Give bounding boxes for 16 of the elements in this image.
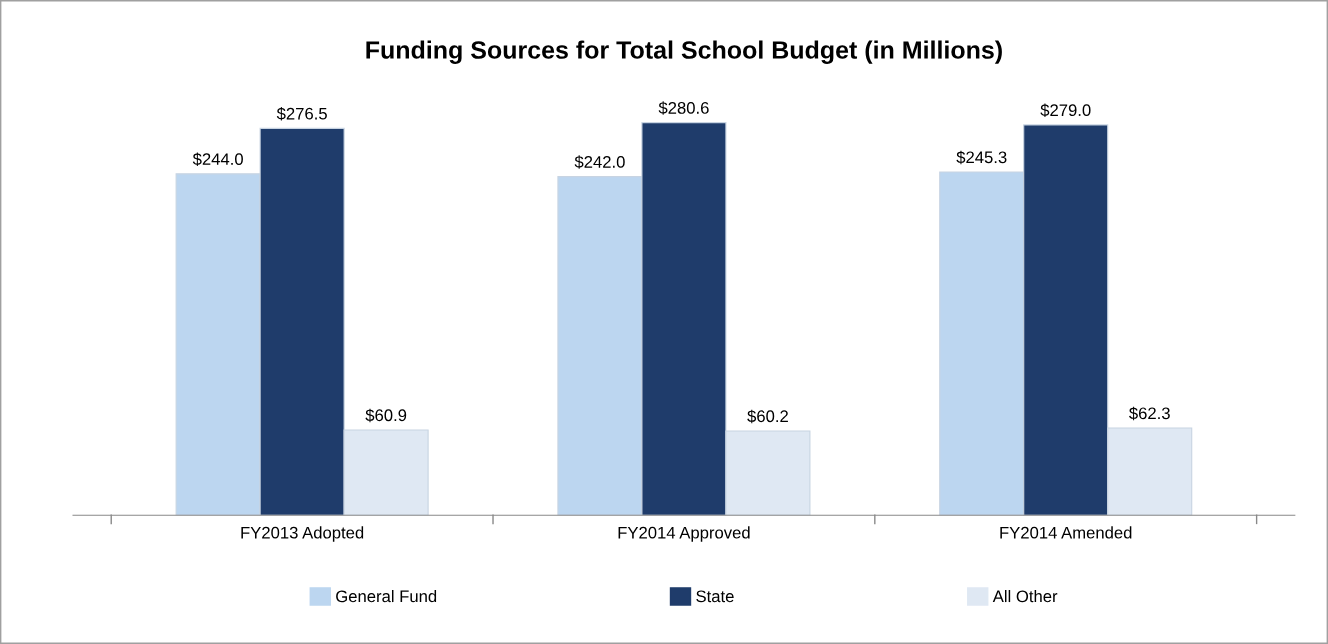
legend-label: General Fund (336, 589, 437, 603)
x-tick-label: FY2014 Approved (618, 526, 750, 542)
data-label: $242.0 (574, 155, 625, 169)
data-label: $60.9 (365, 408, 407, 423)
chart-title: Funding Sources for Total School Budget (in Millions) (366, 40, 1002, 64)
data-label: $279.0 (1040, 103, 1091, 118)
x-tick-label: FY2014 Amended (1000, 526, 1132, 539)
legend-label: State (696, 590, 734, 603)
data-label: $276.5 (276, 107, 327, 121)
data-label: $62.3 (1129, 406, 1170, 421)
x-tick-label: FY2013 Adopted (241, 526, 364, 542)
data-label: $245.3 (956, 150, 1007, 165)
data-label: $280.6 (658, 101, 709, 115)
data-label: $244.0 (192, 152, 243, 167)
data-label: $60.2 (747, 409, 788, 424)
legend-label: All Other (992, 589, 1058, 603)
